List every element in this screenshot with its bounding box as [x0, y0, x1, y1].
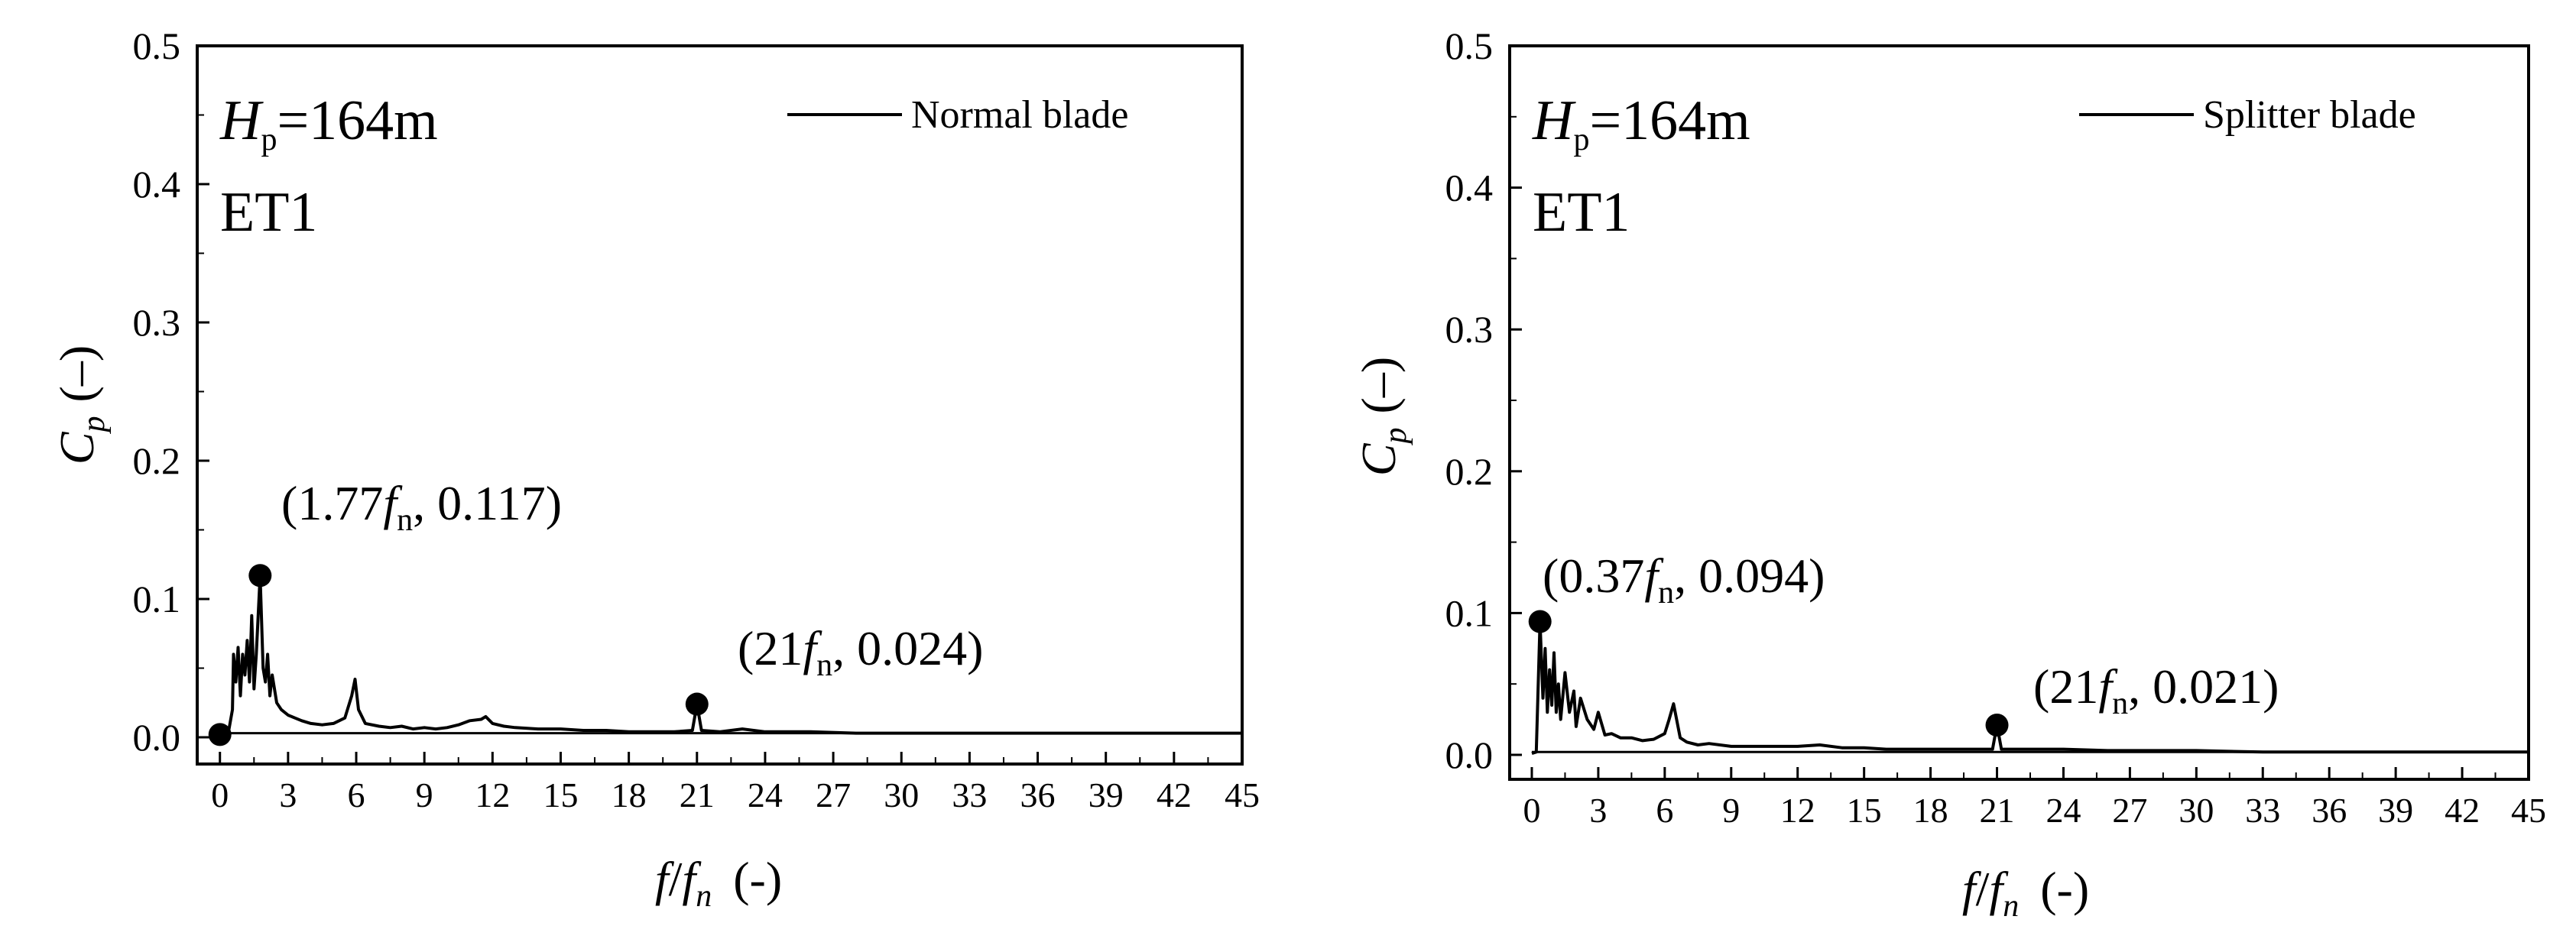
series-line — [219, 574, 1242, 737]
y-tick-label: 0.5 — [1445, 24, 1494, 67]
series-line — [1531, 620, 2529, 756]
x-tick-label: 0 — [1523, 791, 1540, 830]
y-tick-label: 0.3 — [1445, 308, 1494, 351]
x-tick-label: 45 — [2511, 791, 2546, 830]
x-tick-label: 39 — [2378, 791, 2413, 830]
x-tick-label: 27 — [816, 775, 851, 814]
plot-frame — [196, 44, 1244, 766]
x-tick-label: 27 — [2112, 791, 2147, 830]
peak-marker — [685, 692, 709, 716]
y-axis-label: Cp(–) — [50, 345, 112, 465]
right-chart-splitter-blade: 0 3 6 9 12 15 18 21 24 27 30 33 36 39 42 45 0.00.10.20.… — [1351, 24, 2546, 924]
x-tick-label: 24 — [748, 775, 783, 814]
legend: Normal blade — [787, 93, 1128, 137]
x-tick-label: 30 — [884, 775, 919, 814]
x-tick-label: 12 — [475, 775, 510, 814]
y-axis-label: Cp(–) — [1351, 357, 1413, 476]
x-axis-label: f/fn (-) — [655, 852, 782, 914]
y-tick-label: 0.2 — [1445, 450, 1494, 493]
x-tick-label: 21 — [1980, 791, 2015, 830]
series-layer — [219, 574, 1242, 737]
x-tick-label: 15 — [543, 775, 578, 814]
peak-marker — [248, 564, 272, 588]
y-tick-label: 0.3 — [133, 301, 181, 344]
x-tick-label: 33 — [952, 775, 987, 814]
peak-marker — [1985, 714, 2009, 737]
x-tick-label: 18 — [612, 775, 647, 814]
head-annotation: Hp=164m — [1532, 89, 1750, 157]
x-tick-label: 42 — [1157, 775, 1192, 814]
x-axis-ticks: 0 3 6 9 12 15 18 21 24 27 30 33 36 39 42 45 — [1523, 767, 2546, 830]
x-tick-label: 39 — [1088, 775, 1124, 814]
x-tick-label: 9 — [1722, 791, 1740, 830]
x-tick-label: 30 — [2179, 791, 2214, 830]
x-tick-label: 42 — [2445, 791, 2480, 830]
y-tick-label: 0.0 — [1445, 733, 1494, 776]
peak-markers — [208, 564, 709, 746]
x-tick-label: 36 — [2312, 791, 2347, 830]
x-tick-label: 45 — [1225, 775, 1260, 814]
y-axis-ticks: 0.0 0.1 0.2 0.3 0.4 0.5 — [133, 24, 209, 759]
x-tick-label: 0 — [211, 775, 229, 814]
x-tick-label: 3 — [1589, 791, 1607, 830]
y-axis-ticks: 0.0 0.1 0.2 0.3 0.4 0.5 — [1445, 24, 1522, 776]
x-tick-label: 21 — [680, 775, 715, 814]
x-axis-label: f/fn (-) — [1962, 862, 2089, 924]
legend: Splitter blade — [2079, 93, 2416, 137]
x-axis-ticks: 0 3 6 9 12 15 18 21 24 27 30 33 36 39 42 45 — [211, 752, 1260, 814]
head-annotation: Hp=164m — [219, 89, 438, 157]
peak-label-1: (1.77fn, 0.117) — [281, 476, 562, 538]
x-tick-label: 18 — [1913, 791, 1948, 830]
x-tick-label: 3 — [279, 775, 297, 814]
condition-annotation: ET1 — [1533, 181, 1630, 244]
legend-label: Splitter blade — [2203, 93, 2416, 137]
y-tick-label: 0.1 — [1445, 591, 1494, 634]
x-tick-label: 6 — [348, 775, 365, 814]
peak-label-1: (0.37fn, 0.094) — [1543, 549, 1825, 610]
condition-annotation: ET1 — [220, 181, 317, 244]
peak-label-2: (21fn, 0.021) — [2033, 659, 2279, 721]
series-layer — [1531, 620, 2529, 756]
plot-frame — [1508, 44, 2530, 781]
y-tick-label: 0.1 — [133, 578, 181, 620]
x-tick-label: 33 — [2245, 791, 2280, 830]
y-tick-label: 0.2 — [133, 439, 181, 482]
x-tick-label: 9 — [416, 775, 433, 814]
peak-markers — [1528, 610, 2009, 737]
y-tick-label: 0.4 — [133, 163, 181, 206]
x-tick-label: 36 — [1020, 775, 1056, 814]
legend-label: Normal blade — [911, 93, 1128, 137]
y-tick-label: 0.5 — [133, 24, 181, 67]
left-chart-normal-blade: 0 3 6 9 12 15 18 21 24 27 30 33 36 39 42 45 0.00.10.20.… — [50, 24, 1260, 914]
peak-marker — [1528, 610, 1552, 633]
y-tick-label: 0.0 — [133, 716, 181, 759]
x-tick-label: 24 — [2046, 791, 2081, 830]
peak-label-2: (21fn, 0.024) — [738, 621, 983, 683]
peak-marker — [208, 723, 232, 746]
x-tick-label: 6 — [1656, 791, 1673, 830]
x-tick-label: 12 — [1780, 791, 1815, 830]
x-tick-label: 15 — [1847, 791, 1882, 830]
y-tick-label: 0.4 — [1445, 167, 1494, 209]
